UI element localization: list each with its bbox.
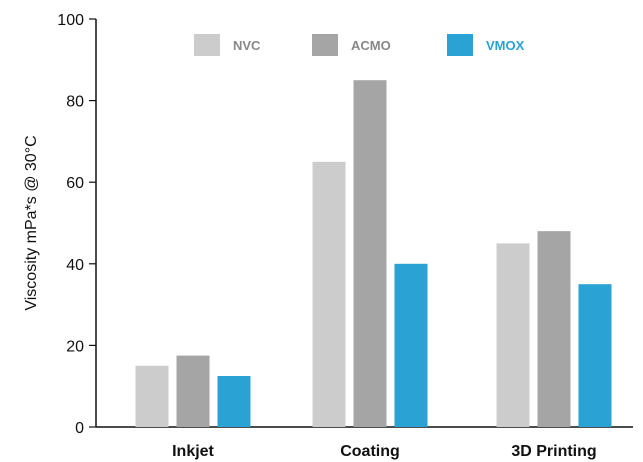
y-tick-label: 100 — [57, 12, 84, 29]
bar-nvc-coating — [312, 161, 346, 428]
legend-label: NVC — [233, 38, 261, 53]
y-tick-label: 20 — [66, 338, 84, 355]
bar-acmo-3d-printing — [537, 231, 571, 427]
legend-label: ACMO — [351, 38, 391, 53]
bar-vmox-3d-printing — [578, 284, 612, 427]
bar-vmox-coating — [394, 263, 428, 427]
y-axis-title: Viscosity mPa*s @ 30°C — [23, 135, 40, 310]
x-axis: Inkjet Coating 3D Printing — [96, 426, 633, 460]
legend-label: VMOX — [486, 38, 525, 53]
bar-nvc-3d-printing — [496, 243, 530, 427]
legend-swatch — [194, 34, 220, 56]
x-tick-label: Inkjet — [172, 443, 214, 460]
bar-acmo-inkjet — [176, 355, 210, 427]
bar-nvc-inkjet — [135, 365, 169, 427]
y-tick-label: 80 — [66, 94, 84, 111]
y-tick-label: 0 — [75, 420, 84, 437]
legend: NVC ACMO VMOX — [194, 34, 525, 56]
bar-vmox-inkjet — [217, 376, 251, 427]
x-tick-label: 3D Printing — [511, 443, 596, 460]
y-tick-label: 60 — [66, 175, 84, 192]
legend-swatch — [312, 34, 338, 56]
y-tick-label: 40 — [66, 257, 84, 274]
bars — [135, 80, 612, 428]
y-axis: 0 20 40 60 80 100 — [57, 12, 97, 437]
legend-swatch — [447, 34, 473, 56]
x-tick-label: Coating — [340, 443, 400, 460]
bar-acmo-coating — [353, 80, 387, 427]
